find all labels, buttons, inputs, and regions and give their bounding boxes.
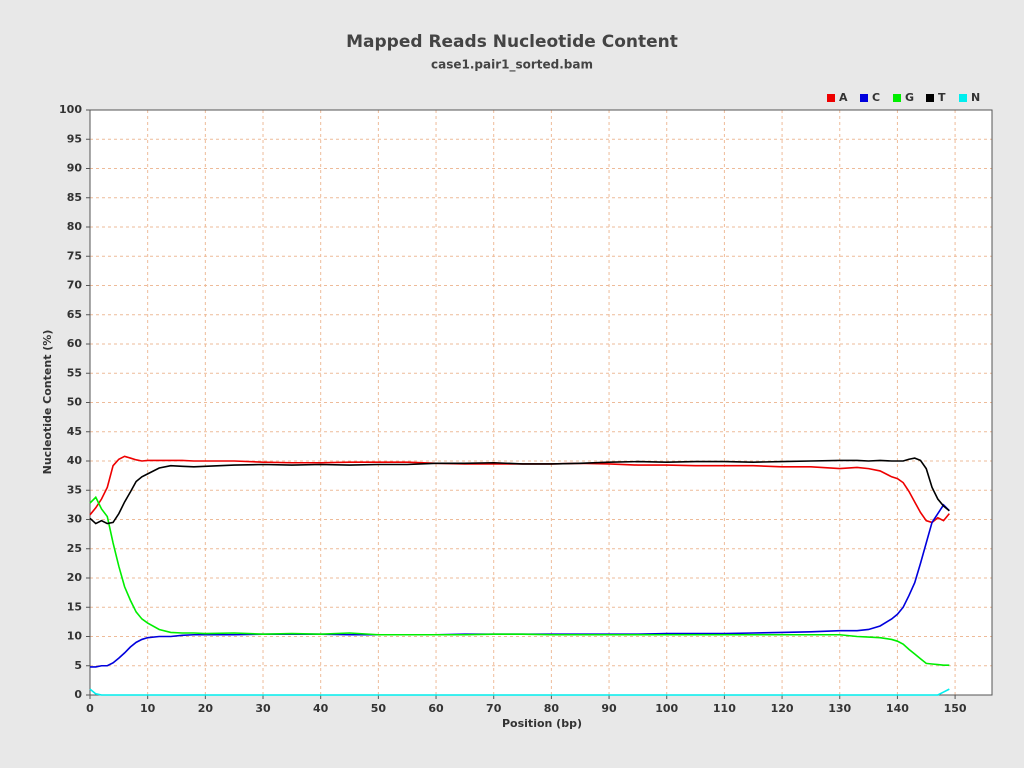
y-axis-label: Nucleotide Content (%) bbox=[41, 330, 54, 475]
x-tick-label: 130 bbox=[828, 702, 851, 715]
x-tick-label: 60 bbox=[428, 702, 444, 715]
y-tick-label: 20 bbox=[67, 571, 83, 584]
y-tick-label: 40 bbox=[67, 454, 83, 467]
y-tick-label: 65 bbox=[67, 308, 82, 321]
y-tick-label: 60 bbox=[67, 337, 83, 350]
y-tick-label: 95 bbox=[67, 132, 82, 145]
y-tick-label: 90 bbox=[67, 162, 83, 175]
x-tick-label: 30 bbox=[255, 702, 271, 715]
y-tick-label: 70 bbox=[67, 279, 83, 292]
x-tick-label: 100 bbox=[655, 702, 678, 715]
legend-label: N bbox=[971, 91, 980, 104]
x-tick-label: 0 bbox=[86, 702, 94, 715]
y-tick-label: 50 bbox=[67, 396, 83, 409]
y-tick-label: 15 bbox=[67, 600, 82, 613]
x-tick-label: 50 bbox=[371, 702, 387, 715]
legend-swatch bbox=[827, 94, 835, 102]
y-tick-label: 30 bbox=[67, 513, 83, 526]
y-tick-label: 55 bbox=[67, 366, 82, 379]
legend-swatch bbox=[959, 94, 967, 102]
chart-title: Mapped Reads Nucleotide Content bbox=[346, 32, 678, 52]
x-tick-label: 110 bbox=[713, 702, 736, 715]
y-tick-label: 5 bbox=[74, 659, 82, 672]
x-tick-label: 40 bbox=[313, 702, 329, 715]
x-tick-label: 10 bbox=[140, 702, 156, 715]
series-line bbox=[89, 495, 950, 666]
x-tick-label: 90 bbox=[601, 702, 617, 715]
x-tick-label: 70 bbox=[486, 702, 502, 715]
legend-swatch bbox=[926, 94, 934, 102]
x-tick-label: 150 bbox=[944, 702, 967, 715]
x-axis-label: Position (bp) bbox=[502, 717, 582, 730]
legend-label: G bbox=[905, 91, 914, 104]
y-tick-label: 25 bbox=[67, 542, 82, 555]
x-tick-label: 140 bbox=[886, 702, 909, 715]
x-tick-label: 80 bbox=[544, 702, 560, 715]
legend-label: T bbox=[938, 91, 946, 104]
y-tick-label: 45 bbox=[67, 425, 82, 438]
legend-label: A bbox=[839, 91, 848, 104]
y-tick-label: 85 bbox=[67, 191, 82, 204]
legend-swatch bbox=[860, 94, 868, 102]
x-tick-label: 120 bbox=[771, 702, 794, 715]
legend-label: C bbox=[872, 91, 880, 104]
series-line bbox=[89, 457, 950, 525]
x-tick-label: 20 bbox=[198, 702, 214, 715]
series-line bbox=[89, 688, 950, 696]
y-tick-label: 100 bbox=[59, 103, 82, 116]
y-tick-label: 0 bbox=[74, 688, 82, 701]
y-tick-label: 10 bbox=[67, 630, 83, 643]
y-tick-label: 75 bbox=[67, 249, 82, 262]
y-tick-label: 80 bbox=[67, 220, 83, 233]
legend-swatch bbox=[893, 94, 901, 102]
y-tick-label: 35 bbox=[67, 483, 82, 496]
chart-subtitle: case1.pair1_sorted.bam bbox=[431, 58, 593, 73]
